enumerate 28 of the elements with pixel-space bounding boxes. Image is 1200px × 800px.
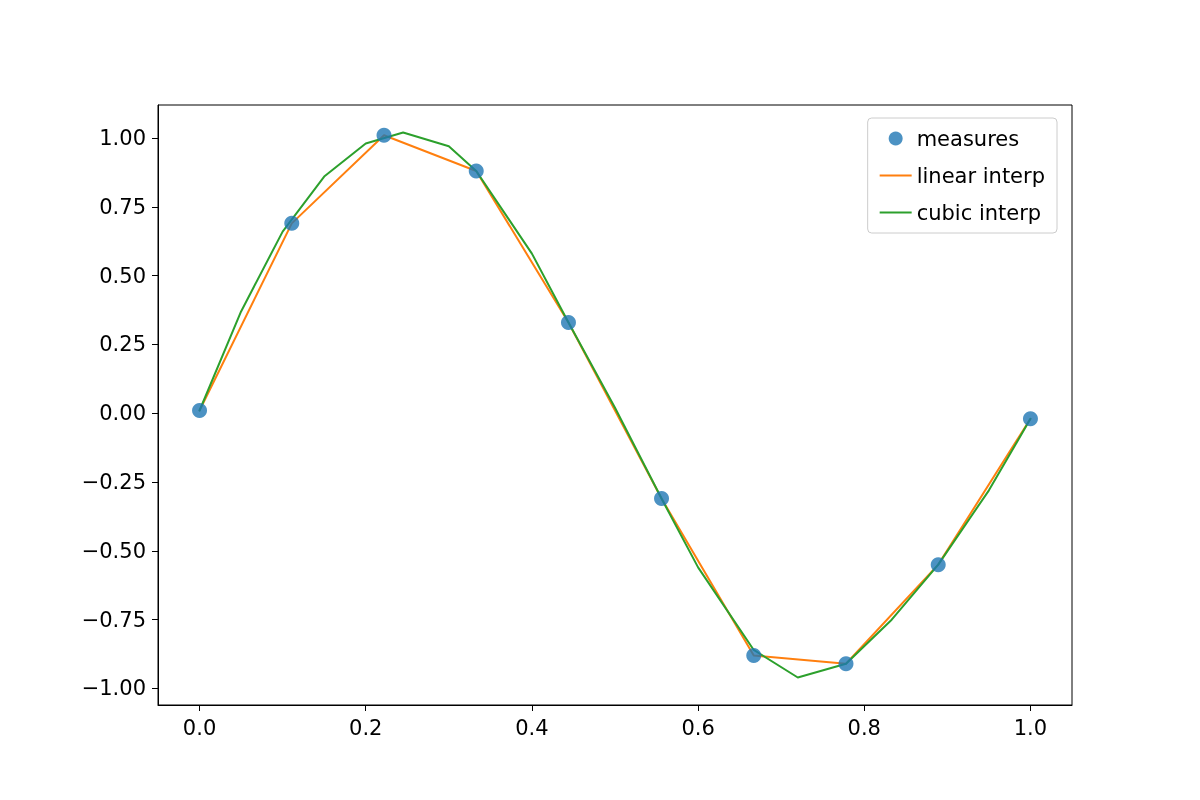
point [838, 656, 854, 672]
y-tick-label: −0.75 [81, 607, 146, 632]
y-tick-label: 0.75 [99, 194, 146, 219]
point [654, 491, 670, 507]
y-tick-label: −0.25 [81, 470, 146, 495]
point [468, 163, 484, 179]
y-tick-label: 1.00 [99, 126, 146, 151]
legend-label: cubic interp [916, 200, 1042, 225]
y-tick-label: −1.00 [81, 676, 146, 701]
x-tick-label: 1.0 [1013, 715, 1048, 740]
legend-label: linear interp [916, 163, 1046, 188]
y-tick-label: −0.50 [81, 538, 146, 563]
x-tick-label: 0.8 [847, 715, 881, 740]
x-tick-label: 0.4 [515, 715, 549, 740]
point [192, 403, 208, 418]
point [1022, 411, 1038, 427]
x-tick-label: 0.0 [182, 715, 217, 740]
point [560, 314, 576, 330]
y-tick-label: 0.00 [99, 401, 146, 426]
point [746, 647, 762, 663]
y-tick-label: 0.25 [99, 332, 146, 357]
x-tick-label: 0.2 [349, 715, 383, 740]
x-tick-label: 0.6 [681, 715, 715, 740]
point [376, 127, 392, 143]
point [930, 557, 946, 573]
point [284, 215, 300, 231]
y-tick-label: 0.50 [99, 263, 146, 288]
legend-label: measures [916, 126, 1020, 151]
